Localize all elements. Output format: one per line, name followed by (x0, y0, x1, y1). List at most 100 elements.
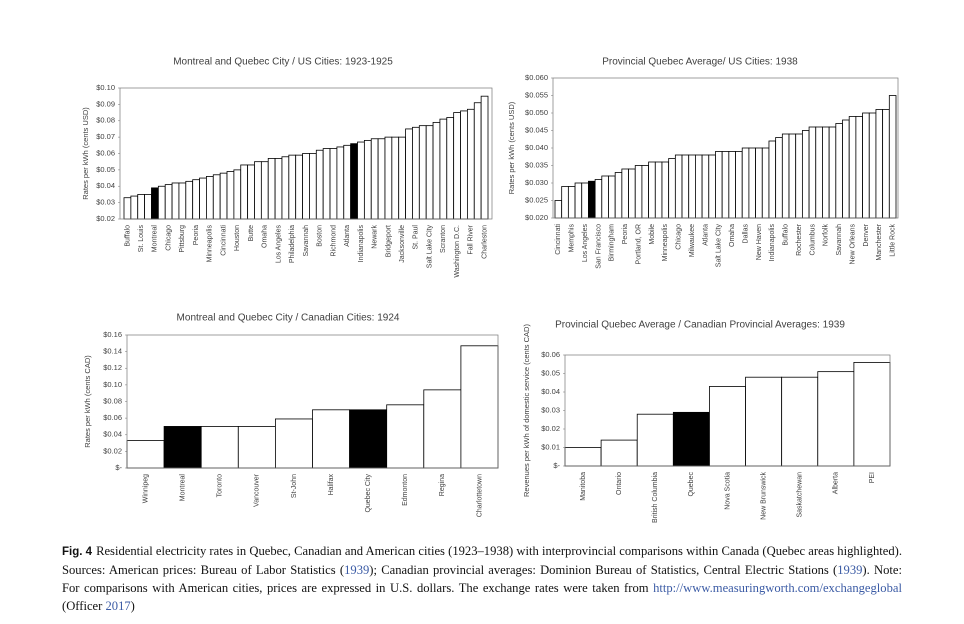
bar (668, 158, 676, 219)
bar (233, 169, 242, 220)
x-tick-label: Alberta (833, 472, 840, 494)
x-tick-label: Memphis (569, 224, 576, 253)
bar (192, 179, 200, 220)
plot-frame (564, 354, 891, 467)
bar (634, 165, 643, 219)
y-tick-label: $0.040 (525, 143, 548, 152)
bar (260, 161, 269, 220)
x-tick-label: Portland, OR (635, 224, 642, 264)
x-tick-label: Bridgeport (385, 225, 392, 257)
bar (745, 376, 783, 467)
bar (709, 386, 746, 467)
bar (822, 126, 830, 219)
x-tick-label: Savannah (836, 224, 843, 256)
x-tick-label: Scranton (440, 225, 447, 253)
x-tick-label: Manchester (876, 223, 883, 260)
bar (212, 174, 221, 220)
y-tick-label: $0.10 (96, 83, 115, 92)
bar (621, 168, 629, 219)
y-tick-label: $0.14 (103, 347, 122, 356)
x-tick-label: Montreal (179, 474, 186, 502)
bar (594, 179, 603, 219)
x-tick-label: Toronto (217, 474, 224, 497)
y-tick-label: $0.045 (525, 125, 548, 134)
x-tick-label: Charlottetown (476, 474, 483, 517)
x-tick-label: St-John (291, 474, 298, 498)
bar (781, 376, 819, 467)
bar (405, 128, 413, 220)
bar (600, 439, 638, 467)
plot-frame (552, 77, 899, 219)
caption-link[interactable]: 2017 (105, 599, 131, 613)
y-axis-label: Revenues per kWh of domestic service (ce… (522, 324, 531, 497)
x-tick-label: Fall River (468, 224, 475, 254)
bar (391, 136, 400, 220)
bar (735, 151, 743, 219)
bar (309, 153, 317, 220)
x-tick-label: Saskatchewan (797, 472, 804, 518)
x-tick-label: Los Angeles (582, 224, 589, 263)
chart-title: Provincial Quebec Average/ US Cities: 19… (602, 57, 798, 68)
bar (163, 426, 202, 469)
bar (674, 154, 683, 219)
bar (828, 126, 837, 219)
bar (868, 112, 877, 219)
bar (363, 139, 372, 220)
x-tick-label: Newark (372, 225, 379, 249)
bar (781, 133, 790, 219)
x-tick-label: Minneapolis (207, 225, 214, 263)
caption-link[interactable]: 1939 (837, 563, 863, 577)
bar (748, 147, 756, 219)
bar (466, 108, 475, 220)
bar (721, 151, 730, 219)
chart-title: Provincial Quebec Average / Canadian Pro… (555, 320, 845, 331)
x-tick-label: Indianapolis (769, 224, 776, 262)
x-tick-label: Peoria (622, 224, 629, 244)
bar (636, 413, 674, 467)
bar (842, 119, 850, 219)
bar (561, 186, 569, 219)
x-tick-label: PEI (869, 472, 876, 483)
bar (672, 411, 710, 467)
x-tick-label: Chicago (165, 225, 172, 251)
bar (601, 175, 609, 219)
x-tick-label: Jacksonville (399, 225, 406, 263)
x-tick-label: Los Angeles (275, 225, 282, 264)
x-tick-label: Manitoba (580, 472, 587, 501)
x-tick-label: Halifax (328, 474, 335, 496)
x-tick-label: Atlanta (702, 224, 709, 246)
x-tick-label: Chicago (676, 224, 683, 250)
y-tick-label: $0.08 (103, 396, 122, 405)
bar (370, 138, 379, 220)
y-tick-label: $0.020 (525, 213, 548, 222)
bar (350, 143, 358, 220)
bar (855, 116, 863, 219)
x-tick-label: San Francisco (595, 224, 602, 269)
y-tick-label: $0.05 (96, 165, 115, 174)
bar (480, 95, 489, 220)
plot-frame (126, 334, 499, 469)
x-tick-label: Houston (234, 225, 241, 251)
caption-link[interactable]: 1939 (344, 563, 370, 577)
x-tick-label: Salt Lake City (426, 225, 433, 269)
x-tick-label: Quebec (688, 472, 695, 497)
bar (425, 125, 434, 220)
y-tick-label: $0.06 (103, 413, 122, 422)
y-tick-label: $0.09 (96, 99, 115, 108)
bar (715, 151, 723, 219)
bar (755, 147, 763, 219)
bar (795, 133, 803, 219)
bar (614, 172, 623, 219)
figure: Montreal and Quebec City / US Cities: 19… (81, 57, 899, 523)
x-tick-label: Savannah (303, 225, 310, 257)
caption-link[interactable]: http://www.measuringworth.com/exchangegl… (653, 581, 902, 595)
x-tick-label: New Brunswick (760, 472, 767, 520)
bar (151, 187, 159, 220)
bar (398, 136, 406, 220)
bar (588, 180, 596, 219)
bar (336, 146, 345, 220)
caption-label: Fig. 4 (62, 546, 93, 558)
y-tick-label: $0.025 (525, 195, 548, 204)
x-tick-label: Pittsburg (179, 225, 186, 253)
chart-title: Montreal and Quebec City / Canadian Citi… (177, 313, 400, 324)
